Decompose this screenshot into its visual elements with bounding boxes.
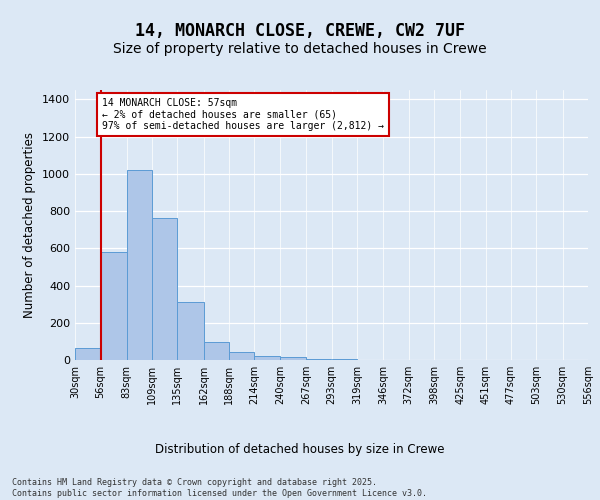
Bar xyxy=(75,348,100,360)
Bar xyxy=(127,170,152,360)
Text: Size of property relative to detached houses in Crewe: Size of property relative to detached ho… xyxy=(113,42,487,56)
Bar xyxy=(152,218,178,360)
Bar xyxy=(331,359,357,360)
Text: 14, MONARCH CLOSE, CREWE, CW2 7UF: 14, MONARCH CLOSE, CREWE, CW2 7UF xyxy=(135,22,465,40)
Bar xyxy=(100,252,127,360)
Y-axis label: Number of detached properties: Number of detached properties xyxy=(23,132,37,318)
Bar xyxy=(204,342,229,360)
Bar xyxy=(254,356,280,360)
Text: Distribution of detached houses by size in Crewe: Distribution of detached houses by size … xyxy=(155,442,445,456)
Bar xyxy=(178,302,204,360)
Bar xyxy=(306,358,331,360)
Text: Contains HM Land Registry data © Crown copyright and database right 2025.
Contai: Contains HM Land Registry data © Crown c… xyxy=(12,478,427,498)
Text: 14 MONARCH CLOSE: 57sqm
← 2% of detached houses are smaller (65)
97% of semi-det: 14 MONARCH CLOSE: 57sqm ← 2% of detached… xyxy=(103,98,385,132)
Bar xyxy=(280,357,306,360)
Bar xyxy=(229,352,254,360)
